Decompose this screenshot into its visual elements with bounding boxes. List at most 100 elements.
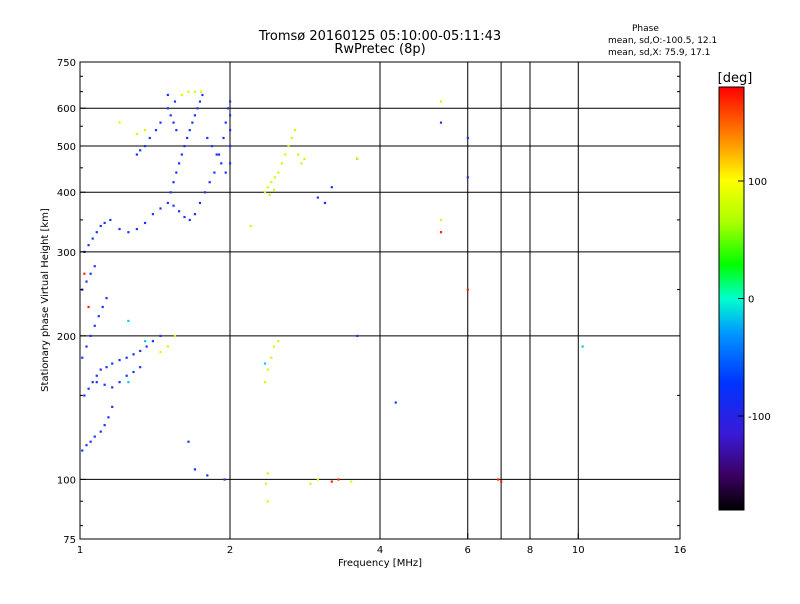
data-point [203,191,206,194]
data-point [356,157,359,161]
data-point [101,305,104,309]
data-point [118,121,121,124]
colorbar-label: [deg] [718,71,753,86]
data-point [93,435,96,438]
data-point [89,440,92,443]
data-point [99,368,102,371]
data-point [81,449,84,452]
data-point [132,370,135,374]
data-point [439,100,443,103]
data-point [213,171,216,174]
data-point [145,345,148,348]
data-point [118,227,121,231]
data-point [226,107,230,110]
data-point [287,144,290,148]
y-tick-label: 600 [57,104,76,115]
data-point [95,374,98,377]
colorbar-tick-label: 0 [748,295,754,306]
data-point [139,366,142,369]
data-point [143,340,147,343]
data-point [206,474,209,477]
data-point [323,201,327,205]
y-tick-label: 75 [63,535,76,546]
data-point [187,90,190,93]
data-point [210,144,214,148]
data-point [127,319,130,323]
data-point [159,350,162,354]
y-tick-label: 400 [57,188,76,199]
data-point [183,215,186,219]
data-point [172,121,175,124]
data-point [175,129,178,132]
data-point [183,144,186,148]
data-point [172,204,175,207]
ticks-layer: 1 2 4 6 8 10 16 75 100 200 300 400 500 600 750 [57,58,686,556]
data-point [143,144,147,148]
data-point [143,221,147,225]
data-point [206,136,209,140]
data-point [268,193,271,197]
data-point [198,201,202,205]
data-point [337,478,340,481]
x-tick-label: 2 [227,545,233,556]
data-point [169,191,172,194]
data-point [273,176,276,179]
data-point [139,149,142,152]
data-point [224,171,227,174]
data-point [266,186,269,189]
data-point [220,162,223,165]
y-tick-label: 300 [57,248,76,259]
data-point [118,381,121,384]
data-point [188,218,191,222]
data-point [125,356,128,359]
data-point [135,153,138,156]
data-point [173,334,177,338]
data-point [166,107,169,110]
colorbar-ticks: 100 0 -100 [738,177,771,423]
data-point [85,444,88,447]
data-point [466,176,469,179]
data-point [198,100,202,103]
data-point [303,157,306,161]
data-point [208,181,211,184]
data-point [87,244,90,247]
data-point [309,482,312,485]
data-point [143,129,147,132]
data-point [187,440,190,443]
data-point [229,100,232,103]
data-point [159,121,162,124]
x-tick-label: 1 [77,545,83,556]
colorbar-tick-label: -100 [748,412,771,423]
data-point [263,191,267,194]
data-point [127,381,130,384]
data-point [89,272,92,275]
data-point [87,305,90,309]
data-point [87,387,90,390]
chart-title: Tromsø 20160125 05:10:00-05:11:43 [258,29,501,44]
data-point [103,221,106,225]
data-point [107,416,110,419]
data-point [85,345,88,348]
data-point [81,356,84,359]
data-point [166,345,169,348]
data-point [394,401,397,404]
data-point [263,381,267,384]
data-point [277,171,280,174]
data-point [148,136,151,140]
y-tick-label: 200 [57,332,76,343]
data-point [290,136,293,140]
data-point [439,121,443,124]
data-point [169,114,172,117]
data-point [99,430,102,433]
data-point [172,181,175,184]
data-point [222,136,225,140]
data-point [316,196,319,199]
data-points-layer [81,90,584,503]
data-point [151,213,155,216]
data-point [177,210,181,213]
data-point [105,366,108,369]
data-point [300,162,303,165]
data-point [111,362,114,365]
data-point [93,324,96,327]
